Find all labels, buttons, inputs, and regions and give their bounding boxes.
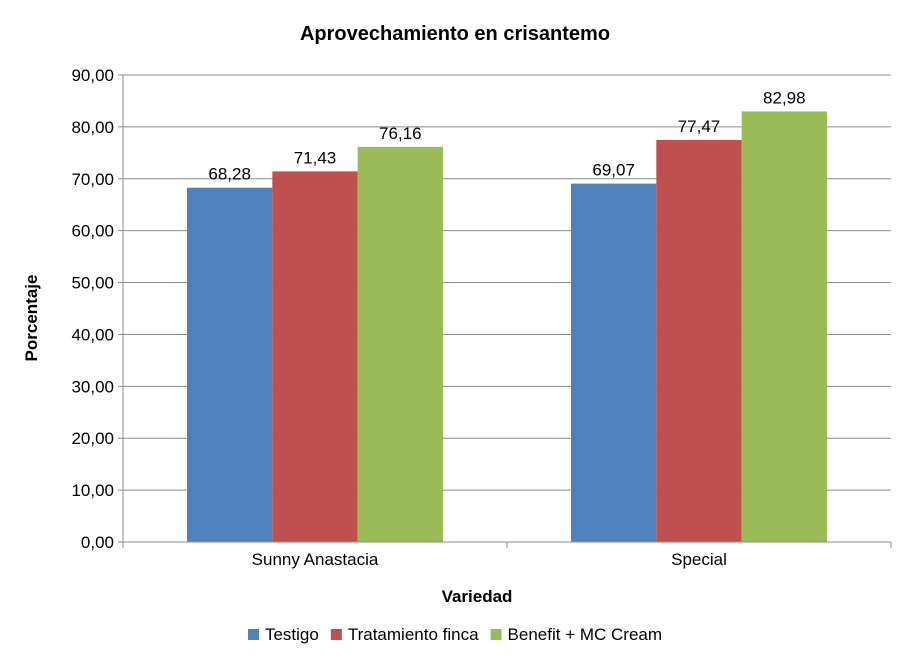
y-tick-label: 40,00 [71, 325, 114, 344]
y-axis-ticks: 0,00 10,00 20,00 30,00 40,00 50,00 60,00 70,00 8… [71, 66, 123, 552]
y-axis-title: Porcentaje [22, 275, 41, 362]
bar [272, 171, 358, 542]
x-axis: Sunny Anastacia Special [122, 75, 892, 569]
legend-label: Tratamiento finca [348, 625, 479, 644]
bar [357, 146, 443, 543]
legend-label: Benefit + MC Cream [508, 625, 662, 644]
bar-data-labels: 68,28 71,43 76,16 69,07 77,47 82,98 [208, 88, 805, 183]
bar [187, 187, 273, 542]
y-tick-label: 50,00 [71, 274, 114, 293]
legend: Testigo Tratamiento finca Benefit + MC Cre… [247, 625, 662, 644]
bars [187, 111, 827, 543]
bar-data-label: 77,47 [678, 117, 721, 136]
legend-label: Testigo [265, 625, 319, 644]
bar-data-label: 76,16 [379, 124, 422, 143]
bar-data-label: 69,07 [592, 161, 635, 180]
y-tick-label: 10,00 [71, 481, 114, 500]
bar-data-label: 71,43 [294, 148, 337, 167]
y-tick-label: 70,00 [71, 170, 114, 189]
y-tick-label: 0,00 [81, 533, 114, 552]
chart-title: Aprovechamiento en crisantemo [300, 23, 610, 45]
y-tick-label: 60,00 [71, 222, 114, 241]
x-tick-label: Special [671, 550, 727, 569]
bar-data-label: 82,98 [763, 88, 806, 107]
bar [741, 111, 827, 543]
y-tick-label: 90,00 [71, 66, 114, 85]
bar [656, 140, 742, 542]
y-tick-label: 20,00 [71, 429, 114, 448]
legend-swatch [247, 629, 259, 640]
x-tick-label: Sunny Anastacia [252, 550, 379, 569]
y-tick-label: 80,00 [71, 118, 114, 137]
legend-swatch [330, 629, 342, 640]
bar [571, 183, 657, 542]
x-axis-title: Variedad [442, 587, 513, 606]
bar-data-label: 68,28 [208, 165, 251, 184]
y-tick-label: 30,00 [71, 377, 114, 396]
legend-swatch [490, 629, 502, 640]
